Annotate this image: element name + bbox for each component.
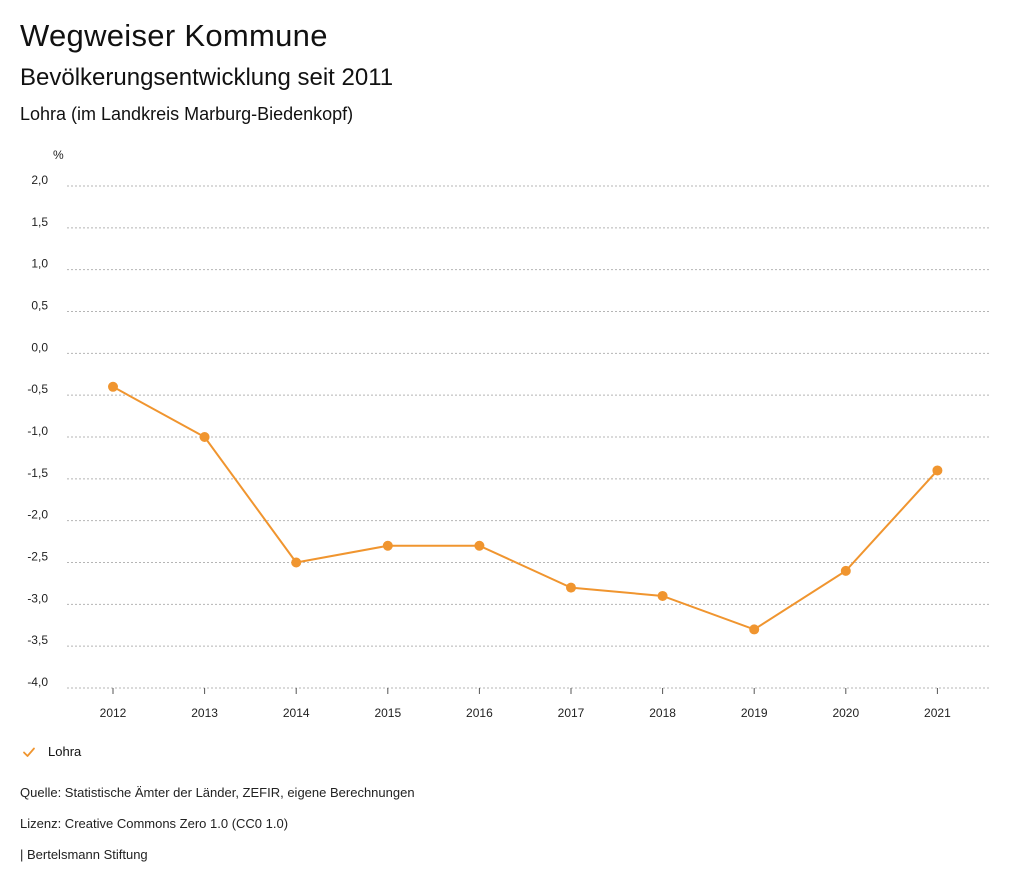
data-point xyxy=(474,540,485,551)
legend-item-label: Lohra xyxy=(48,744,82,759)
license-note: Lizenz: Creative Commons Zero 1.0 (CC0 1… xyxy=(20,816,289,831)
x-tick-label: 2013 xyxy=(191,706,218,720)
x-tick-label: 2019 xyxy=(741,706,768,720)
x-tick-label: 2015 xyxy=(374,706,401,720)
y-tick-label: -2,0 xyxy=(27,508,48,522)
region-label: Lohra (im Landkreis Marburg-Biedenkopf) xyxy=(20,104,354,124)
series-line xyxy=(112,385,939,631)
x-tick-label: 2012 xyxy=(100,706,127,720)
x-tick-label: 2020 xyxy=(832,706,859,720)
y-tick-label: -2,5 xyxy=(27,550,48,564)
data-point xyxy=(749,624,760,635)
y-tick-label: -1,0 xyxy=(27,424,48,438)
x-tick-label: 2014 xyxy=(283,706,310,720)
y-tick-label: -0,5 xyxy=(27,382,48,396)
y-axis-unit-label: % xyxy=(53,148,64,162)
x-tick-label: 2021 xyxy=(924,706,951,720)
data-point xyxy=(932,465,943,476)
source-note: Quelle: Statistische Ämter der Länder, Z… xyxy=(20,785,415,800)
y-tick-label: -4,0 xyxy=(27,675,48,689)
data-point xyxy=(382,540,393,551)
y-axis-ticks: 2,0 1,5 1,0 0,5 0,0 -0,5 -1,0 -1,5 -2,0 -2,5 -3,0 -… xyxy=(27,173,48,689)
data-point xyxy=(199,432,210,442)
page-title: Wegweiser Kommune xyxy=(20,18,328,53)
check-icon xyxy=(23,747,35,757)
chart-gridlines xyxy=(67,185,990,689)
data-point xyxy=(108,381,118,392)
y-tick-label: 0,5 xyxy=(31,299,48,313)
y-tick-label: -3,0 xyxy=(27,591,48,605)
data-point xyxy=(840,565,851,576)
data-point xyxy=(291,557,302,568)
x-tick-label: 2017 xyxy=(558,706,585,720)
y-tick-label: -3,5 xyxy=(27,633,48,647)
line-chart: % 2,0 1,5 1,0 0,5 0,0 -0,5 -1,0 -1,5 -2,0 -2,5 -3,… xyxy=(27,148,990,720)
data-point xyxy=(657,590,668,601)
page-subtitle: Bevölkerungsentwicklung seit 2011 xyxy=(20,64,394,91)
chart-series xyxy=(108,381,943,635)
chart-legend[interactable]: Lohra xyxy=(22,744,81,759)
y-tick-label: 1,5 xyxy=(31,215,48,229)
y-tick-label: 2,0 xyxy=(31,173,48,187)
y-tick-label: 1,0 xyxy=(31,257,48,271)
publisher-credit: | Bertelsmann Stiftung xyxy=(20,847,148,862)
y-tick-label: 0,0 xyxy=(31,340,48,354)
x-tick-label: 2018 xyxy=(649,706,676,720)
data-point xyxy=(566,582,576,593)
x-axis-ticks: 2012 2013 2014 2015 2016 2017 2018 2019 2020 2021 xyxy=(100,688,951,720)
x-tick-label: 2016 xyxy=(466,706,493,720)
y-tick-label: -1,5 xyxy=(27,466,48,480)
